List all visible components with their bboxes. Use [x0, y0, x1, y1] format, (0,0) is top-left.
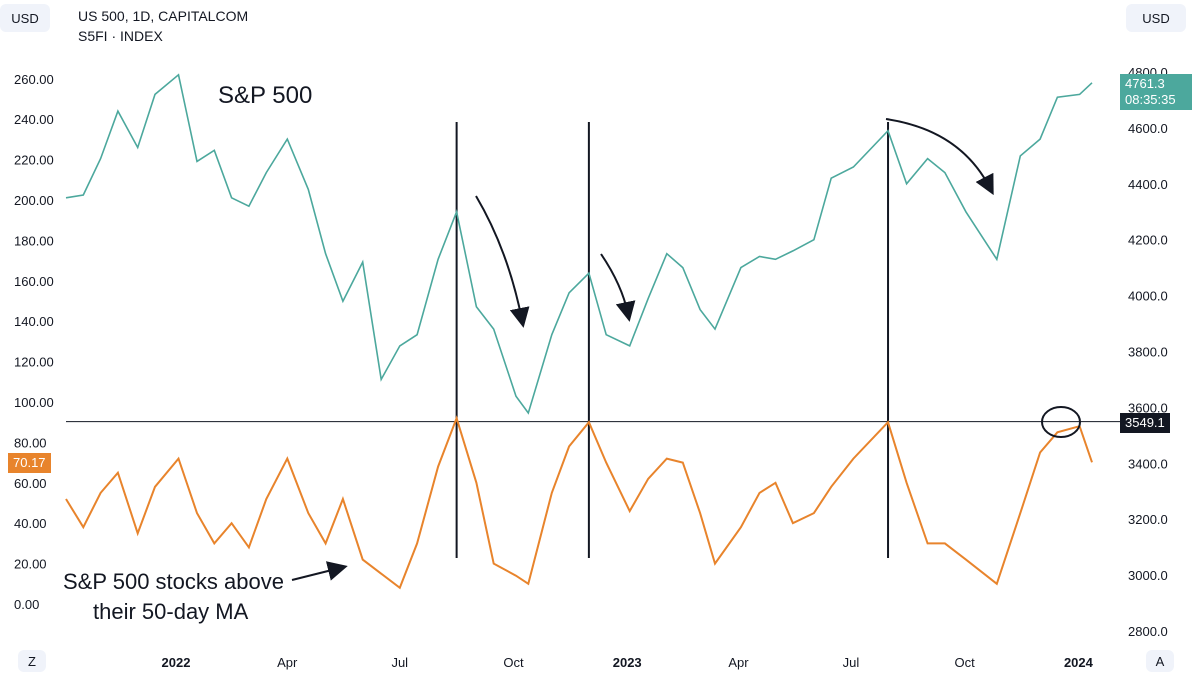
zoom-button[interactable]: Z	[18, 650, 46, 672]
left-tick-label: 200.00	[14, 193, 54, 208]
last-price-value: 4761.3	[1125, 76, 1165, 91]
right-tick-label: 3200.0	[1128, 512, 1168, 527]
left-tick-label: 140.00	[14, 314, 54, 329]
right-tick-label: 4600.0	[1128, 121, 1168, 136]
chart-title: US 500, 1D, CAPITALCOM	[78, 8, 249, 24]
auto-scale-button[interactable]: A	[1146, 650, 1174, 672]
time-tick-label: Jul	[843, 655, 860, 670]
time-tick-label: Oct	[503, 655, 524, 670]
time-tick-label: Jul	[391, 655, 408, 670]
left-tick-label: 0.00	[14, 597, 39, 612]
breadth-series-line	[65, 415, 1093, 590]
left-tick-label: 220.00	[14, 153, 54, 168]
time-tick-label: 2023	[613, 655, 642, 670]
price-series-line	[65, 73, 1093, 415]
arrow-breadth-label	[291, 561, 348, 581]
left-tick-label: 80.00	[14, 435, 47, 450]
currency-left-label: USD	[11, 10, 39, 26]
left-tick-label: 180.00	[14, 233, 54, 248]
left-tick-label: 100.00	[14, 395, 54, 410]
right-axis: 2800.0 3000.0 3200.0 3400.0 3600.0 3800.0 4000…	[1128, 65, 1168, 639]
right-tick-label: 3600.0	[1128, 400, 1168, 415]
time-axis: 2022 Apr Jul Oct 2023 Apr Jul Oct 2024	[162, 655, 1094, 670]
sp500-annotation: S&P 500	[218, 82, 312, 109]
crosshair-price-badge: 3549.1	[1120, 413, 1170, 433]
right-tick-label: 3000.0	[1128, 568, 1168, 583]
arrow-2	[600, 253, 636, 322]
right-tick-label: 3800.0	[1128, 345, 1168, 360]
right-tick-label: 4400.0	[1128, 177, 1168, 192]
currency-button-left[interactable]: USD	[0, 4, 50, 32]
left-axis: 0.00 20.00 40.00 60.00 80.00 100.00 120.00 140.…	[14, 72, 54, 612]
left-tick-label: 40.00	[14, 516, 47, 531]
bar-timer: 08:35:35	[1125, 92, 1176, 107]
arrow-1	[475, 195, 530, 328]
time-tick-label: Oct	[955, 655, 976, 670]
left-tick-label: 120.00	[14, 355, 54, 370]
last-price-badge: 4761.3 08:35:35	[1120, 74, 1192, 110]
zoom-button-label: Z	[28, 653, 36, 669]
left-tick-label: 20.00	[14, 557, 47, 572]
arrow-3	[885, 118, 994, 196]
right-tick-label: 2800.0	[1128, 624, 1168, 639]
left-tick-label: 260.00	[14, 72, 54, 87]
left-tick-label: 240.00	[14, 112, 54, 127]
time-tick-label: Apr	[277, 655, 298, 670]
vertical-markers	[455, 122, 890, 558]
breadth-annotation-line1: S&P 500 stocks above	[63, 569, 284, 594]
breadth-annotation-line2: their 50-day MA	[93, 599, 249, 624]
chart-subtitle: S5FI · INDEX	[78, 28, 163, 44]
time-tick-label: 2022	[162, 655, 191, 670]
right-tick-label: 3400.0	[1128, 456, 1168, 471]
auto-scale-button-label: A	[1155, 653, 1165, 669]
right-tick-label: 4200.0	[1128, 233, 1168, 248]
right-tick-label: 4000.0	[1128, 289, 1168, 304]
highlight-circle	[1041, 406, 1081, 438]
time-tick-label: 2024	[1064, 655, 1094, 670]
currency-button-right[interactable]: USD	[1126, 4, 1186, 32]
breadth-last-badge: 70.17	[8, 453, 51, 473]
left-tick-label: 160.00	[14, 274, 54, 289]
currency-right-label: USD	[1142, 10, 1170, 26]
left-tick-label: 60.00	[14, 476, 47, 491]
time-tick-label: Apr	[728, 655, 749, 670]
